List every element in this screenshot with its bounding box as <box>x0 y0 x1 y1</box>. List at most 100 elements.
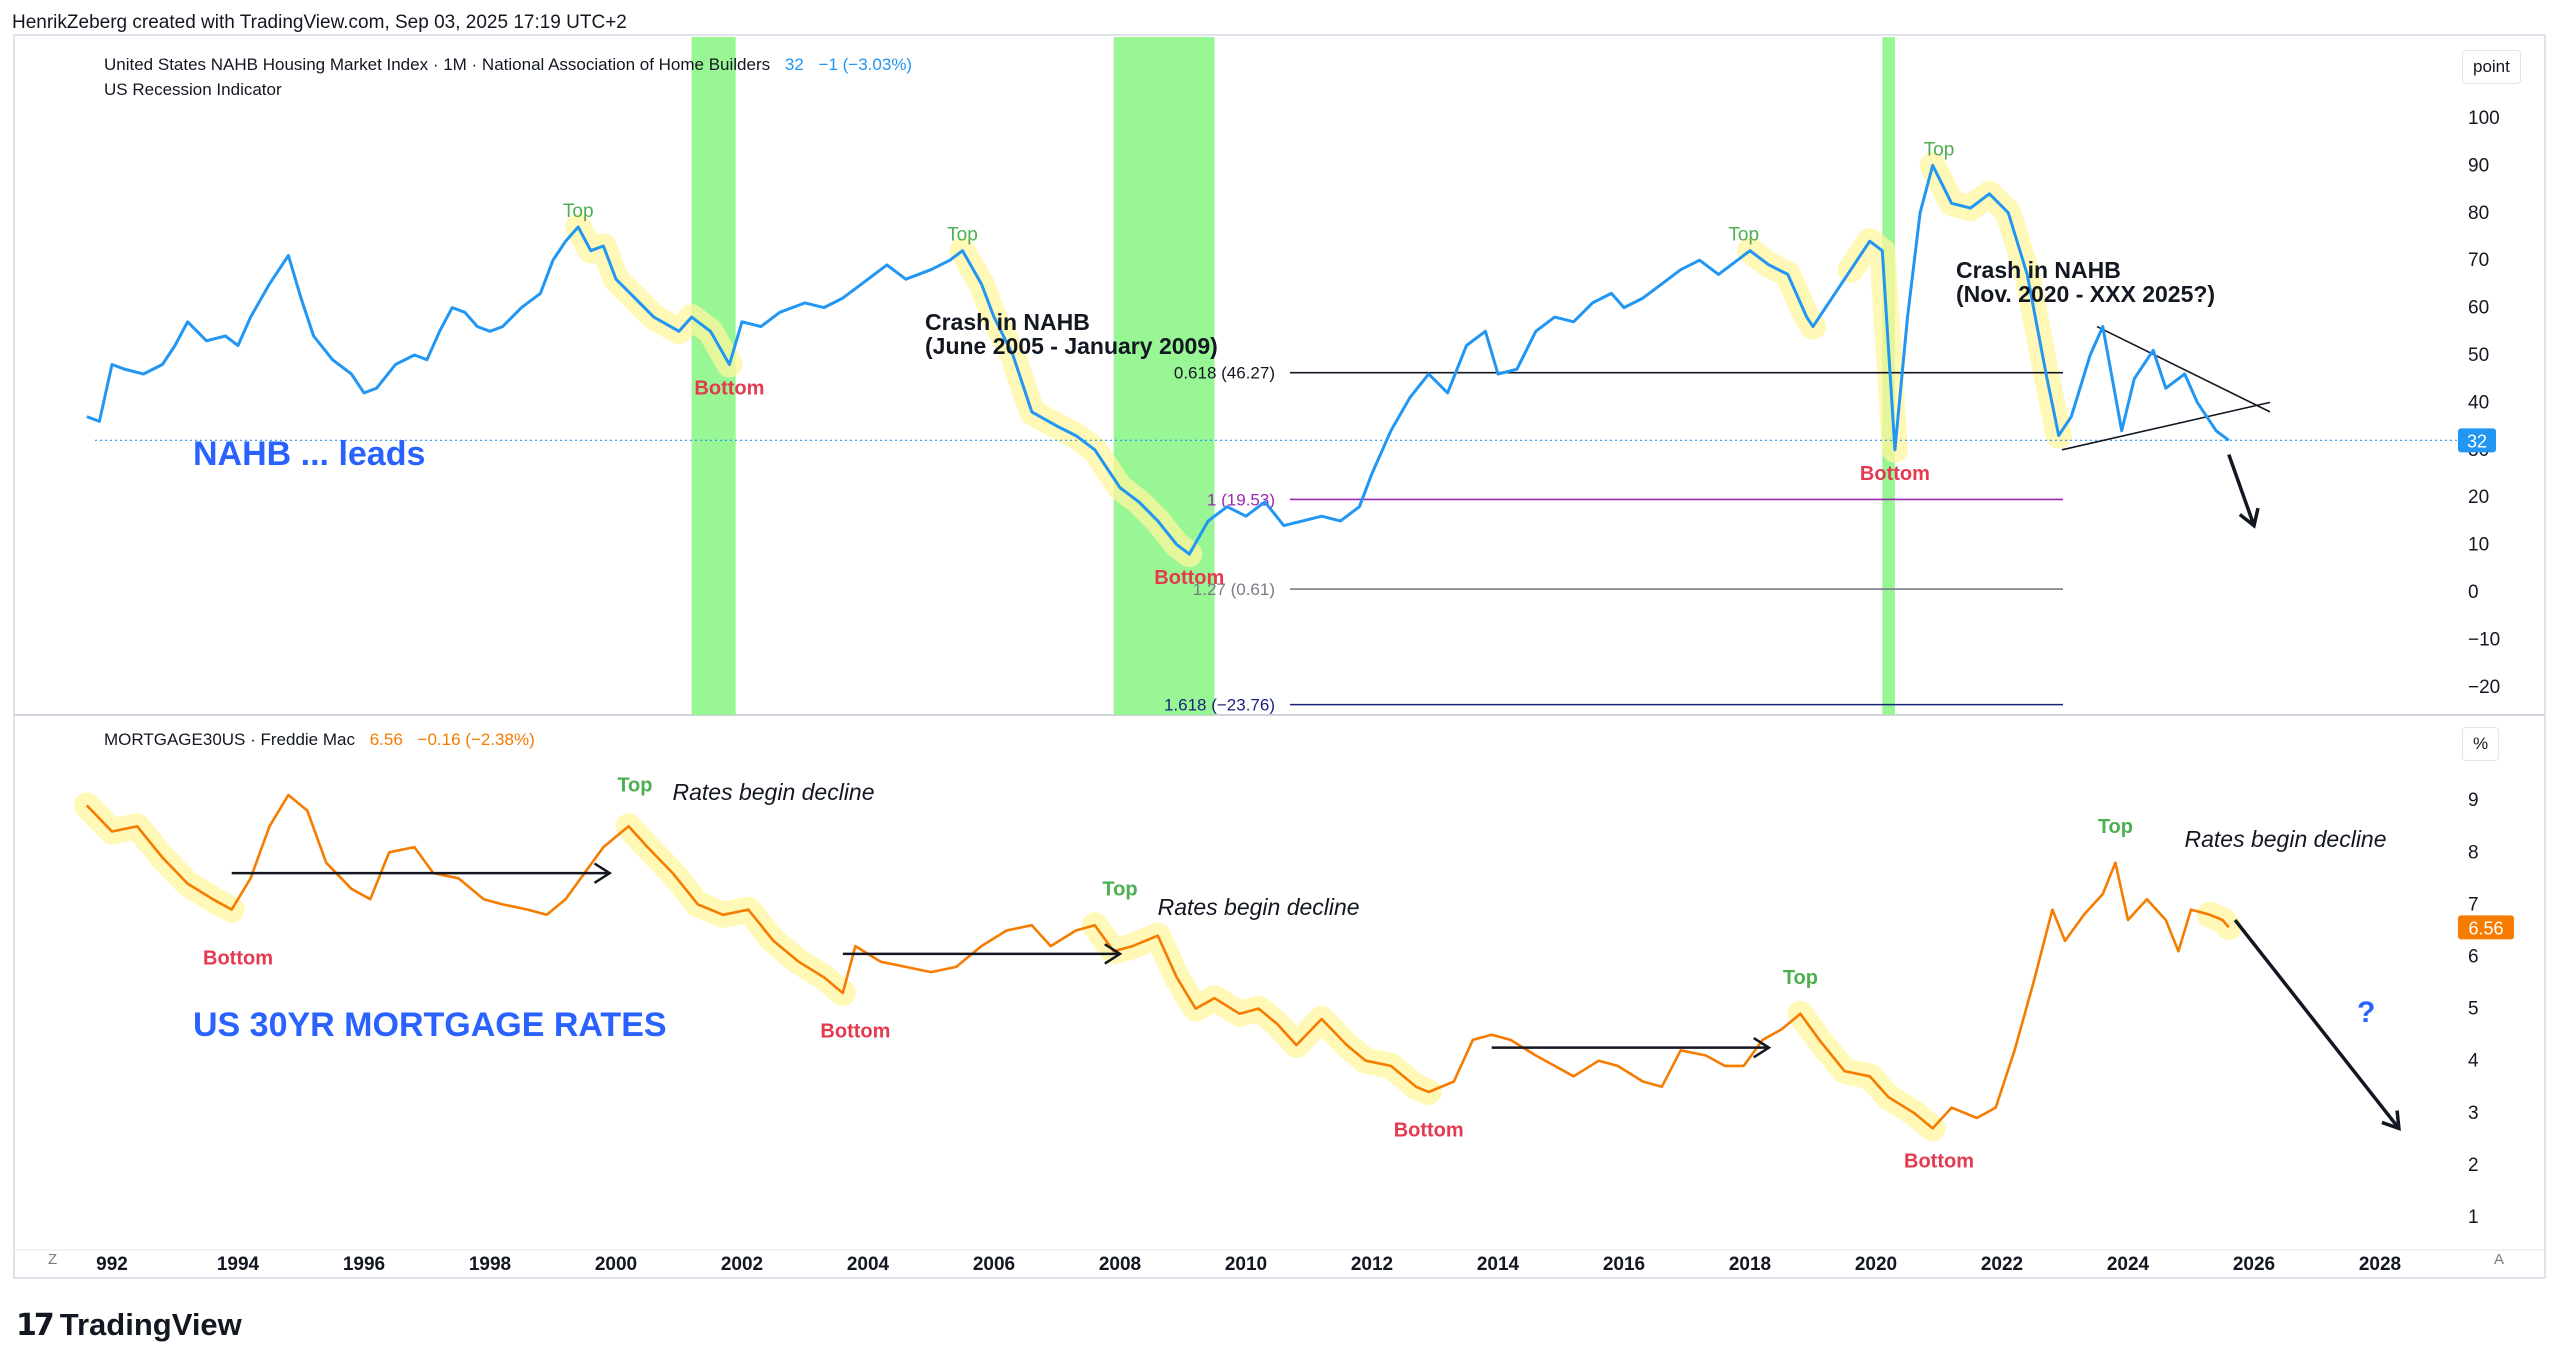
xtick-1996: 1996 <box>343 1254 385 1275</box>
mort-current-tag-label: 6.56 <box>2468 918 2503 938</box>
rates-decline-label-1: Rates begin decline <box>672 779 874 805</box>
nahb-top-label-3: Top <box>1728 225 1759 246</box>
recession-band-2 <box>1113 37 1215 715</box>
zoom-corner-button[interactable]: Z <box>48 1251 58 1268</box>
fib-label-1: 0.618 (46.27) <box>1174 364 1275 383</box>
axes: 1009080706050403020100−10−20987654321326… <box>96 108 2514 1275</box>
auto-scale-button[interactable]: A <box>2494 1251 2505 1268</box>
nahb-legend[interactable]: United States NAHB Housing Market Index … <box>104 55 912 75</box>
recession-legend-title: US Recession Indicator <box>104 80 282 99</box>
price-scale-unit-top[interactable]: point <box>2462 50 2521 84</box>
mort-top-label-3: Top <box>1783 967 1818 989</box>
mortgage-legend[interactable]: MORTGAGE30US · Freddie Mac 6.56 −0.16 (−… <box>104 730 535 750</box>
nahb-pane: 0.618 (46.27) 1 (19.53) 1.27 (0.61) 1.618 (… <box>86 37 2460 715</box>
xtick-1994: 1994 <box>217 1254 260 1275</box>
rates-decline-label-2: Rates begin decline <box>1158 894 1360 920</box>
nahb-ytick-4: 60 <box>2468 298 2489 319</box>
xtick-1998: 1998 <box>469 1254 511 1275</box>
nahb-top-label-2: Top <box>947 225 978 246</box>
highlight-mort-1992 <box>73 792 245 923</box>
nahb-ytick-2: 80 <box>2468 203 2489 224</box>
highlight-nahb-2018 <box>1737 237 1826 340</box>
nahb-bottom-label-1: Bottom <box>694 377 764 399</box>
nahb-ytick-10: 0 <box>2468 582 2479 603</box>
mort-bottom-label-4: Bottom <box>1904 1151 1974 1173</box>
mort-ytick-6: 3 <box>2468 1103 2479 1124</box>
mort-flat-arrow-1-head <box>593 862 613 884</box>
mort-top-label-1: Top <box>617 774 652 796</box>
nahb-bottom-label-2: Bottom <box>1154 567 1224 589</box>
nahb-ytick-12: −20 <box>2468 677 2500 698</box>
xtick-2000: 2000 <box>595 1254 637 1275</box>
nahb-down-arrow-head <box>2238 507 2260 529</box>
mort-ytick-5: 4 <box>2468 1051 2479 1072</box>
triangle-lower-line <box>2061 401 2271 451</box>
xtick-2028: 2028 <box>2359 1254 2401 1275</box>
nahb-legend-value: 32 <box>784 55 804 74</box>
crash1-line2: (June 2005 - January 2009) <box>925 333 1218 359</box>
xtick-2024: 2024 <box>2107 1254 2150 1275</box>
chart-background <box>13 34 2546 1279</box>
nahb-ytick-11: −10 <box>2468 629 2500 650</box>
nahb-current-tag <box>2458 428 2496 453</box>
xtick-2008: 2008 <box>1099 1254 1141 1275</box>
mort-bottom-label-1: Bottom <box>203 947 273 969</box>
mort-ytick-4: 5 <box>2468 999 2479 1020</box>
nahb-down-arrow <box>2227 453 2256 527</box>
xtick-2014: 2014 <box>1477 1254 1520 1275</box>
xtick-2004: 2004 <box>847 1254 890 1275</box>
mortgage-big-label: US 30YR MORTGAGE RATES <box>193 1006 667 1044</box>
nahb-series-line <box>86 163 2230 556</box>
nahb-ytick-9: 10 <box>2468 535 2489 556</box>
mort-ytick-1: 8 <box>2468 842 2479 863</box>
mort-flat-arrow-2-head <box>1104 943 1123 965</box>
highlight-mort-2008 <box>1081 912 1442 1105</box>
mortgage-legend-change: −0.16 (−2.38%) <box>417 730 535 749</box>
xtick-2010: 2010 <box>1225 1254 1267 1275</box>
tradingview-logo[interactable]: 17 TradingView <box>16 1307 242 1343</box>
nahb-ytick-0: 100 <box>2468 108 2500 129</box>
crash2-line2: (Nov. 2020 - XXX 2025?) <box>1956 281 2215 307</box>
nahb-current-tag-label: 32 <box>2467 431 2487 451</box>
chart-frame <box>13 34 2546 1279</box>
nahb-ytick-1: 90 <box>2468 155 2489 176</box>
mort-current-tag <box>2458 915 2514 940</box>
nahb-top-label-4: Top <box>1924 139 1955 160</box>
mort-ytick-3: 6 <box>2468 947 2479 968</box>
question-mark: ? <box>2357 996 2375 1029</box>
mortgage-legend-title: MORTGAGE30US · Freddie Mac <box>104 730 355 749</box>
nahb-ytick-8: 20 <box>2468 487 2489 508</box>
mort-ytick-0: 9 <box>2468 790 2479 811</box>
mort-bottom-label-3: Bottom <box>1394 1119 1464 1141</box>
fib-label-3: 1.27 (0.61) <box>1193 580 1275 599</box>
fib-label-2: 1 (19.53) <box>1207 490 1275 509</box>
recession-legend[interactable]: US Recession Indicator <box>104 80 282 100</box>
mort-top-label-2: Top <box>1102 879 1137 901</box>
xtick-2020: 2020 <box>1855 1254 1897 1275</box>
nahb-ytick-6: 40 <box>2468 392 2489 413</box>
crash1-line1: Crash in NAHB <box>925 309 1090 335</box>
mort-flat-arrow-3-head <box>1753 1036 1772 1059</box>
xtick-2006: 2006 <box>973 1254 1015 1275</box>
xtick-2022: 2022 <box>1981 1254 2023 1275</box>
triangle-upper-line <box>2096 325 2271 413</box>
nahb-bottom-label-3: Bottom <box>1860 463 1930 485</box>
mort-down-arrow-head <box>2381 1110 2401 1131</box>
nahb-ytick-3: 70 <box>2468 250 2489 271</box>
tradingview-wordmark: TradingView <box>59 1307 242 1342</box>
xtick-2002: 2002 <box>721 1254 763 1275</box>
mort-top-label-4: Top <box>2098 816 2133 838</box>
tradingview-mark-icon: 17 <box>16 1307 55 1343</box>
xtick-2026: 2026 <box>2233 1254 2275 1275</box>
mort-down-arrow <box>2233 918 2401 1130</box>
mort-bottom-label-2: Bottom <box>820 1020 890 1042</box>
mort-ytick-8: 1 <box>2468 1207 2479 1228</box>
xtick-2012: 2012 <box>1351 1254 1393 1275</box>
mort-ytick-7: 2 <box>2468 1155 2479 1176</box>
xtick-2018: 2018 <box>1729 1254 1771 1275</box>
price-scale-unit-bottom[interactable]: % <box>2462 727 2500 761</box>
mortgage-legend-value: 6.56 <box>369 730 403 749</box>
mort-ytick-2: 7 <box>2468 894 2479 915</box>
xtick-992: 992 <box>96 1254 128 1275</box>
